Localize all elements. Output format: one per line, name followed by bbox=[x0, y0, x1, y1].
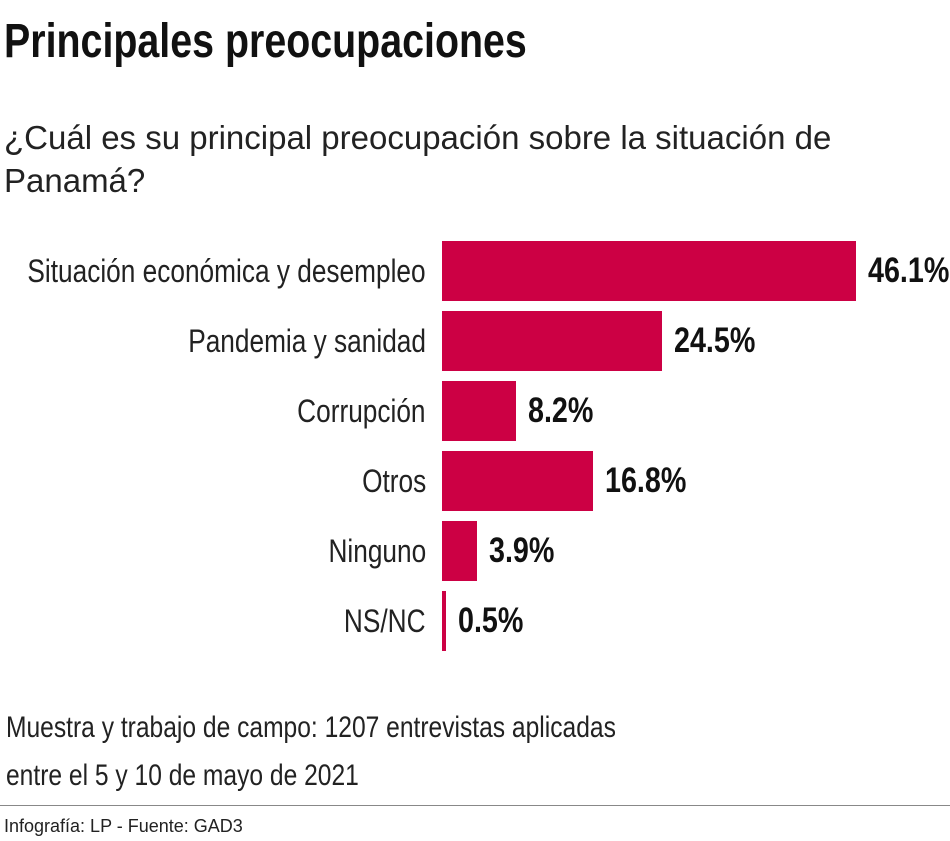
bar bbox=[442, 241, 856, 301]
value-label: 8.2% bbox=[527, 391, 594, 430]
category-label: Pandemia y sanidad bbox=[188, 323, 426, 359]
bar bbox=[442, 591, 447, 651]
value-label: 16.8% bbox=[604, 461, 687, 500]
bar-row: Situación económica y desempleo 46.1% bbox=[0, 241, 950, 301]
bar-row: Pandemia y sanidad 24.5% bbox=[0, 311, 950, 371]
chart-title: Principales preocupaciones bbox=[4, 15, 527, 68]
category-label: NS/NC bbox=[344, 603, 426, 639]
note-line-1: Muestra y trabajo de campo: 1207 entrevi… bbox=[6, 711, 616, 744]
bar-row: NS/NC 0.5% bbox=[0, 591, 950, 651]
bar-row: Otros 16.8% bbox=[0, 451, 950, 511]
divider bbox=[0, 805, 950, 806]
bar-row: Ninguno 3.9% bbox=[0, 521, 950, 581]
bar bbox=[442, 451, 593, 511]
methodology-note: Muestra y trabajo de campo: 1207 entrevi… bbox=[6, 704, 616, 800]
category-label: Otros bbox=[361, 463, 426, 499]
value-label: 46.1% bbox=[868, 251, 950, 290]
category-label: Ninguno bbox=[328, 533, 426, 569]
value-label: 0.5% bbox=[458, 601, 524, 640]
note-line-2: entre el 5 y 10 de mayo de 2021 bbox=[6, 759, 359, 792]
value-label: 3.9% bbox=[489, 531, 555, 570]
category-label: Corrupción bbox=[297, 393, 426, 429]
bar bbox=[442, 311, 663, 371]
bar bbox=[442, 381, 516, 441]
chart-subtitle: ¿Cuál es su principal preocupación sobre… bbox=[4, 119, 832, 199]
bar bbox=[442, 521, 478, 581]
category-label: Situación económica y desempleo bbox=[27, 253, 426, 289]
bar-chart: Situación económica y desempleo 46.1% Pand… bbox=[0, 230, 950, 660]
bar-row: Corrupción 8.2% bbox=[0, 381, 950, 441]
source-credit: Infografía: LP - Fuente: GAD3 bbox=[4, 816, 243, 836]
value-label: 24.5% bbox=[674, 321, 756, 360]
